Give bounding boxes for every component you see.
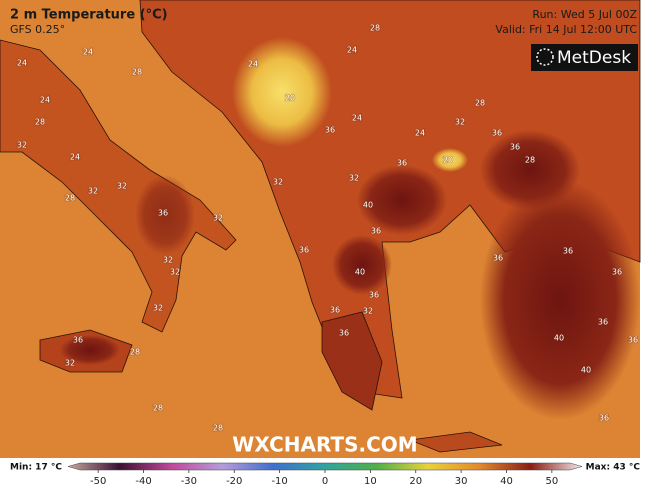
title: 2 m Temperature (°C): [10, 8, 168, 23]
contour-label: 32: [455, 118, 465, 127]
colorbar-tick-label: -40: [135, 476, 151, 487]
colorbar-tick-label: 40: [500, 476, 513, 487]
contour-label: 36: [371, 227, 381, 236]
valid-time: Valid: Fri 14 Jul 12:00 UTC: [495, 23, 637, 36]
contour-label: 32: [65, 359, 75, 368]
contour-label: 24: [248, 60, 258, 69]
contour-label: 36: [339, 329, 349, 338]
map: [0, 0, 641, 458]
colorbar-tick-label: 20: [409, 476, 422, 487]
contour-label: 36: [330, 306, 340, 315]
contour-label: 28: [525, 156, 535, 165]
contour-label: 36: [73, 336, 83, 345]
contour-label: 36: [563, 247, 573, 256]
contour-label: 32: [17, 141, 27, 150]
run-time: Run: Wed 5 Jul 00Z: [532, 8, 637, 21]
contour-label: 36: [599, 414, 609, 423]
contour-label: 36: [493, 254, 503, 263]
contour-label: 20: [285, 94, 295, 103]
contour-label: 24: [352, 114, 362, 123]
hot-area: [357, 165, 447, 235]
contour-label: 36: [325, 126, 335, 135]
brand-icon: [536, 48, 554, 66]
contour-label: 20: [443, 156, 453, 165]
contour-label: 36: [598, 318, 608, 327]
hot-area: [480, 180, 640, 420]
cool-area: [232, 37, 332, 147]
italy: [0, 39, 237, 333]
colorbar-tick-label: -10: [271, 476, 287, 487]
contour-label: 36: [510, 143, 520, 152]
contour-label: 32: [349, 174, 359, 183]
hot-area: [480, 130, 580, 210]
contour-label: 28: [153, 404, 163, 413]
contour-label: 32: [163, 256, 173, 265]
contour-label: 28: [65, 194, 75, 203]
crete: [408, 431, 503, 453]
min-label: Min: 17 °C: [10, 463, 62, 473]
contour-labels: 24 24 28 32 24 32 28 36 32 32 32 32 32 36 32 28 28 28 28 24…: [16, 23, 639, 434]
contour-label: 40: [355, 268, 365, 277]
contour-label: 28: [35, 118, 45, 127]
colorbar-tick-label: 50: [545, 476, 558, 487]
contour-label: 36: [158, 209, 168, 218]
contour-label: 32: [213, 214, 223, 223]
hot-area: [60, 335, 120, 365]
colorbar-tick-label: -20: [226, 476, 242, 487]
colorbar-tick-label: 30: [455, 476, 468, 487]
peloponnese: [321, 311, 383, 411]
brand-box: [531, 44, 638, 71]
contour-label: 24: [17, 59, 27, 68]
contour-label: 24: [415, 129, 425, 138]
contour-label: 36: [397, 159, 407, 168]
watermark: WXCHARTS.COM: [232, 433, 417, 457]
contour-label: 32: [88, 187, 98, 196]
contour-label: 28: [132, 68, 142, 77]
contour-label: 32: [170, 268, 180, 277]
contour-label: 24: [83, 48, 93, 57]
colorbar-bar: [67, 462, 583, 471]
contour-label: 36: [628, 336, 638, 345]
colorbar-tick-label: 10: [364, 476, 377, 487]
contour-label: 40: [581, 366, 591, 375]
contour-label: 36: [369, 291, 379, 300]
cool-area: [432, 148, 468, 172]
hot-area: [135, 175, 195, 255]
contour-label: 28: [475, 99, 485, 108]
contour-label: 40: [554, 334, 564, 343]
contour-label: 40: [363, 201, 373, 210]
subtitle: GFS 0.25°: [10, 23, 65, 36]
contour-label: 28: [213, 424, 223, 433]
colorbar: -50 -40 -30 -20 -10 0 10 20 30 40 50: [67, 462, 583, 487]
contour-label: 36: [612, 268, 622, 277]
contour-label: 32: [117, 182, 127, 191]
contour-label: 24: [40, 96, 50, 105]
contour-label: 36: [492, 129, 502, 138]
contour-label: 28: [130, 348, 140, 357]
colorbar-tick-label: -30: [181, 476, 197, 487]
contour-label: 24: [347, 46, 357, 55]
contour-label: 36: [299, 246, 309, 255]
contour-label: 32: [273, 178, 283, 187]
colorbar-tick-label: -50: [90, 476, 106, 487]
hot-area: [332, 235, 392, 295]
contour-label: 28: [370, 24, 380, 33]
brand: MetDesk: [557, 48, 631, 68]
contour-label: 32: [363, 307, 373, 316]
contour-label: 32: [153, 304, 163, 313]
colorbar-tick-label: 0: [322, 476, 328, 487]
contour-label: 24: [70, 153, 80, 162]
max-label: Max: 43 °C: [586, 463, 641, 473]
